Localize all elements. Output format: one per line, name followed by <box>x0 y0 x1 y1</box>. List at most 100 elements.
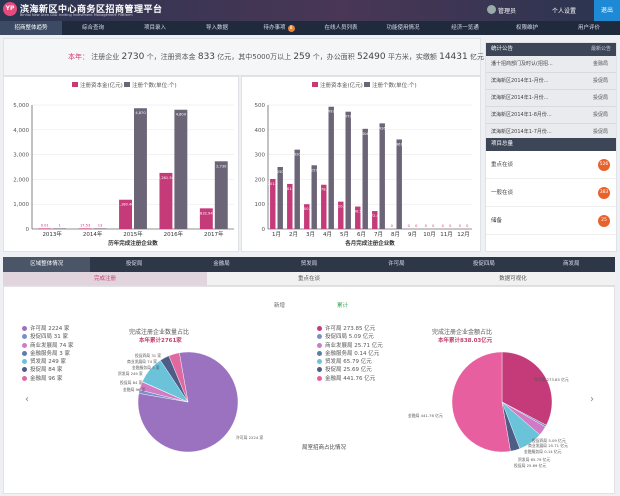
tab-invest[interactable]: 投促局 <box>125 261 143 267</box>
legend-item[interactable]: 投促四局 31 家 <box>22 333 74 341</box>
logo: YP <box>3 2 17 16</box>
tab-key-talks[interactable]: 重点在谈 <box>297 276 320 282</box>
x-tick-label: 12月 <box>457 231 470 238</box>
y-tick-label: 5,000 <box>13 103 29 109</box>
notice-more-link[interactable]: 最新公告 <box>590 46 611 52</box>
bar <box>38 228 52 229</box>
notice-item[interactable]: 滨海新区2014年1-月份... 投促局 <box>486 90 616 107</box>
x-tick-label: 6月 <box>357 231 366 238</box>
legend-item[interactable]: 商业发展局 74 家 <box>22 342 74 350</box>
slice-label: 许可局 273.85 亿元 <box>534 377 569 382</box>
bar <box>134 108 147 229</box>
bar <box>53 228 67 229</box>
logout-button[interactable]: 退出 <box>594 0 620 21</box>
nav-feedback[interactable]: 用户评价 <box>577 25 600 31</box>
brand-title: 滨海新区中心商务区招商管理平台 <box>20 5 163 15</box>
notice-item[interactable]: 滨海新区2014年1-7月份... 投促局 <box>486 124 616 138</box>
data-label: 0.01 <box>41 223 49 227</box>
slice-label: 贸发局 249 家 <box>118 371 143 376</box>
data-label: 17.53 <box>80 223 90 227</box>
legend-item[interactable]: 投促四局 5.09 亿元 <box>317 333 383 341</box>
x-tick-label: 5月 <box>340 231 349 238</box>
monthly-chart-panel: 注册资本金(亿元) 注册个数(单位:个) 0 100 200 300 400 500 1月 201… <box>241 76 481 252</box>
data-label: 1 <box>59 223 61 227</box>
status-tabs: 完成注册 重点在谈 数据可视化 <box>3 272 615 286</box>
user-avatar-icon[interactable] <box>487 5 496 14</box>
tab-license[interactable]: 许可局 <box>388 261 405 267</box>
project-reserve[interactable]: 储备 25 <box>486 207 616 235</box>
data-label: 4,809 <box>176 113 187 117</box>
nav-trend[interactable]: 招商整体趋势 <box>0 21 62 35</box>
data-label: 201.6 <box>268 182 279 186</box>
project-general-talks[interactable]: 一般在谈 383 <box>486 179 616 207</box>
right-pie-legend: 许可局 273.85 亿元 投促四局 5.09 亿元 商业发展局 25.71 亿… <box>317 325 383 383</box>
project-key-talks[interactable]: 重点在谈 526 <box>486 151 616 179</box>
settings-link[interactable]: 个人设置 <box>552 8 577 15</box>
legend-item[interactable]: 投促局 25.69 亿元 <box>317 366 383 374</box>
nav-feature-usage[interactable]: 功能使用情况 <box>386 25 420 31</box>
tab-visualization[interactable]: 数据可视化 <box>499 276 527 282</box>
tab-invest4[interactable]: 投促四局 <box>472 261 495 267</box>
tab-finance[interactable]: 金融局 <box>213 261 230 267</box>
legend-item[interactable]: 金融服务局 3 家 <box>22 350 74 358</box>
x-tick-label: 9月 <box>408 231 417 238</box>
pie-slice <box>168 352 189 403</box>
stats-summary: 本年： 注册企业 2730 个，注册资本金 833 亿元，其中5000万以上 2… <box>3 38 484 76</box>
pie-section: 新增 累计 许可局 2224 家 投促四局 31 家 商业发展局 74 家 金融… <box>3 286 615 494</box>
nav-import[interactable]: 导入数据 <box>205 25 228 31</box>
main-nav: 招商整体趋势 综合查询 项目录入 导入数据 待办事项 8 在线人员列表 功能使用情… <box>0 21 620 35</box>
data-label: 320 <box>294 153 302 157</box>
legend-item[interactable]: 金融服务局 0.14 亿元 <box>317 350 383 358</box>
toggle-new[interactable]: 新增 <box>274 303 286 309</box>
notice-list: 潘十招商部门及时认(招招... 金融局 滨海新区2014年1-月份... 投促局 滨… <box>486 56 616 138</box>
legend-item[interactable]: 商业发展局 25.71 亿元 <box>317 342 383 350</box>
legend-item[interactable]: 贸发局 65.79 亿元 <box>317 358 383 366</box>
nav-query[interactable]: 综合查询 <box>81 25 104 31</box>
chevron-left-icon[interactable]: ‹ <box>25 394 29 405</box>
chevron-right-icon[interactable]: › <box>590 394 594 405</box>
bar <box>270 179 276 229</box>
legend-item[interactable]: 许可局 2224 家 <box>22 325 74 333</box>
data-label: 361 <box>396 142 403 146</box>
nav-permissions[interactable]: 权限维护 <box>515 25 538 31</box>
tab-trade[interactable]: 贸发局 <box>300 261 318 267</box>
y-tick-label: 3,000 <box>13 153 29 159</box>
left-pie-title: 完成注册企业数量占比 <box>129 329 190 336</box>
user-name[interactable]: 管理员 <box>498 8 517 15</box>
toggle-cumulative[interactable]: 累计 <box>337 303 349 309</box>
count-badge: 25 <box>598 215 610 227</box>
data-label: 0 <box>442 224 445 228</box>
legend-item[interactable]: 金融局 441.76 亿元 <box>317 375 383 383</box>
slice-label: 金融服务局 0.14 亿元 <box>524 449 562 454</box>
nav-todo[interactable]: 待办事项 8 <box>248 21 310 35</box>
nav-online-users[interactable]: 在线人员列表 <box>324 25 358 31</box>
x-tick-label: 10月 <box>423 231 436 238</box>
legend-item[interactable]: 投促局 84 家 <box>22 366 74 374</box>
y-tick-label: 2,000 <box>13 177 29 183</box>
legend-label: 注册个数(单位:个) <box>132 81 177 89</box>
y-tick-label: 500 <box>255 103 266 109</box>
slice-label: 投促局 84 家 <box>120 380 143 385</box>
chevron-right-icon[interactable]: › <box>470 51 474 62</box>
legend-item[interactable]: 金融局 96 家 <box>22 375 74 383</box>
notice-item[interactable]: 滨海新区2014年1-8月份... 投促局 <box>486 107 616 124</box>
tab-overall[interactable]: 区域整体情况 <box>3 257 91 272</box>
x-tick-label: 2014年 <box>83 230 103 238</box>
bar <box>277 167 283 229</box>
legend-item[interactable]: 贸发局 249 家 <box>22 358 74 366</box>
notice-item[interactable]: 潘十招商部门及时认(招招... 金融局 <box>486 56 616 73</box>
y-tick-label: 0 <box>26 227 30 233</box>
legend-item[interactable]: 许可局 273.85 亿元 <box>317 325 383 333</box>
y-tick-label: 4,000 <box>13 128 29 134</box>
data-label: 0 <box>408 224 411 228</box>
data-label: 0 <box>466 224 469 228</box>
slice-label: 投促局 25.69 亿元 <box>514 463 546 468</box>
notice-item[interactable]: 滨海新区2014年1-月份... 投促局 <box>486 73 616 90</box>
nav-project-entry[interactable]: 项目录入 <box>143 25 166 31</box>
stat-paid: 14431 <box>439 52 468 62</box>
tab-registered[interactable]: 完成注册 <box>3 272 207 285</box>
data-label: 832.94 <box>200 211 213 215</box>
nav-economy[interactable]: 经济一览通 <box>451 25 479 31</box>
tab-commerce[interactable]: 商发局 <box>562 261 580 267</box>
